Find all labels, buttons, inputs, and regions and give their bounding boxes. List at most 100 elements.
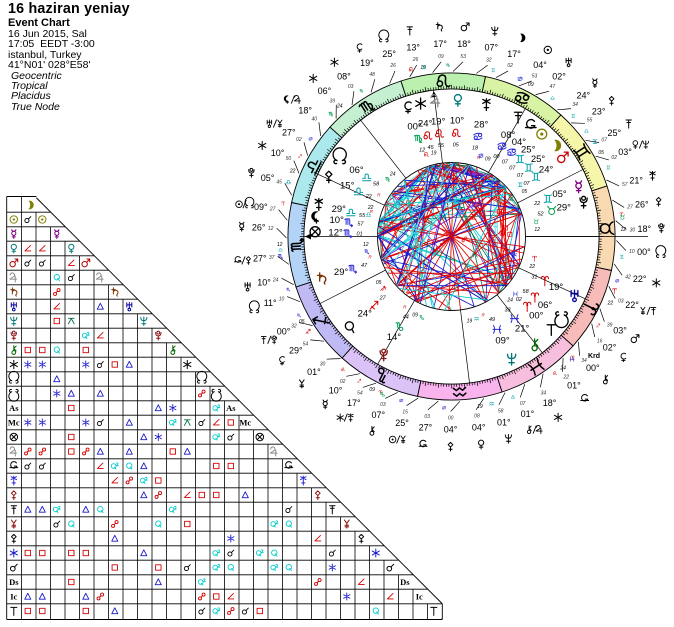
svg-text:29°: 29° bbox=[289, 346, 303, 356]
svg-text:17°: 17° bbox=[507, 49, 521, 59]
svg-text:02: 02 bbox=[611, 155, 617, 161]
svg-text:08°: 08° bbox=[337, 71, 351, 81]
svg-text:10: 10 bbox=[629, 249, 635, 255]
svg-text:Mc: Mc bbox=[8, 418, 20, 428]
svg-text:25°: 25° bbox=[607, 128, 621, 138]
svg-text:15: 15 bbox=[402, 409, 408, 415]
svg-text:24: 24 bbox=[272, 278, 279, 284]
svg-text:19: 19 bbox=[477, 404, 483, 410]
svg-text:00: 00 bbox=[448, 416, 454, 422]
svg-text:23°: 23° bbox=[592, 107, 606, 117]
svg-text:05: 05 bbox=[299, 319, 305, 325]
svg-text:45: 45 bbox=[276, 180, 282, 186]
svg-text:19°: 19° bbox=[360, 58, 374, 68]
svg-text:09: 09 bbox=[412, 312, 418, 318]
svg-text:24°: 24° bbox=[358, 309, 373, 320]
svg-text:24°: 24° bbox=[539, 164, 554, 175]
svg-text:53: 53 bbox=[460, 54, 466, 60]
svg-text:00°: 00° bbox=[586, 363, 600, 373]
svg-text:R: R bbox=[368, 255, 372, 260]
svg-text:27°: 27° bbox=[282, 128, 296, 138]
svg-text:26: 26 bbox=[412, 57, 419, 63]
svg-text:57: 57 bbox=[622, 182, 628, 188]
svg-text:10°: 10° bbox=[329, 386, 343, 396]
svg-text:18°: 18° bbox=[298, 106, 312, 116]
svg-text:12: 12 bbox=[534, 227, 540, 233]
svg-text:37: 37 bbox=[269, 255, 275, 261]
svg-text:22: 22 bbox=[289, 169, 296, 175]
svg-text:As: As bbox=[226, 403, 236, 413]
svg-text:R: R bbox=[377, 193, 381, 198]
svg-text:04°: 04° bbox=[533, 60, 547, 70]
svg-text:02°: 02° bbox=[603, 342, 617, 352]
svg-text:12: 12 bbox=[268, 226, 274, 232]
svg-text:02°: 02° bbox=[552, 71, 566, 81]
svg-text:01: 01 bbox=[357, 231, 363, 237]
svg-text:55: 55 bbox=[438, 143, 445, 149]
svg-text:27: 27 bbox=[626, 205, 633, 211]
svg-text:34: 34 bbox=[541, 390, 547, 396]
svg-text:22: 22 bbox=[563, 374, 570, 380]
svg-text:19: 19 bbox=[467, 319, 473, 325]
svg-text:03: 03 bbox=[424, 414, 430, 420]
svg-text:08°: 08° bbox=[501, 130, 516, 141]
svg-text:12: 12 bbox=[277, 242, 283, 248]
svg-text:30: 30 bbox=[320, 361, 326, 367]
svg-text:03: 03 bbox=[380, 402, 386, 408]
svg-text:05: 05 bbox=[598, 150, 604, 156]
svg-text:01°: 01° bbox=[567, 381, 581, 391]
svg-text:19: 19 bbox=[431, 150, 437, 156]
svg-text:12: 12 bbox=[419, 147, 425, 153]
svg-text:42: 42 bbox=[625, 275, 631, 281]
svg-text:54: 54 bbox=[303, 341, 309, 347]
svg-text:01°: 01° bbox=[307, 367, 321, 377]
svg-text:05: 05 bbox=[522, 189, 528, 195]
svg-text:18: 18 bbox=[472, 146, 479, 152]
svg-text:04°: 04° bbox=[512, 137, 527, 148]
svg-text:21°: 21° bbox=[629, 176, 643, 186]
svg-text:13°: 13° bbox=[406, 42, 420, 52]
svg-text:19°: 19° bbox=[431, 116, 446, 127]
svg-text:Krd: Krd bbox=[588, 353, 600, 360]
svg-text:26°: 26° bbox=[635, 200, 649, 210]
svg-text:58: 58 bbox=[523, 289, 530, 295]
svg-text:24: 24 bbox=[506, 297, 513, 303]
svg-text:16: 16 bbox=[597, 338, 603, 344]
svg-text:01°: 01° bbox=[497, 417, 511, 427]
svg-text:58: 58 bbox=[373, 182, 380, 188]
svg-text:10°: 10° bbox=[257, 278, 271, 288]
svg-text:07°: 07° bbox=[484, 43, 498, 53]
svg-text:05: 05 bbox=[376, 280, 382, 286]
svg-text:10°: 10° bbox=[450, 116, 465, 127]
svg-text:07: 07 bbox=[520, 401, 526, 407]
svg-text:50: 50 bbox=[286, 156, 292, 162]
svg-text:09°: 09° bbox=[254, 202, 268, 212]
svg-text:12: 12 bbox=[363, 242, 369, 248]
svg-text:02: 02 bbox=[296, 137, 302, 143]
svg-text:29°: 29° bbox=[557, 202, 572, 213]
svg-text:27: 27 bbox=[269, 207, 276, 213]
svg-text:Ic: Ic bbox=[10, 592, 17, 602]
svg-text:26: 26 bbox=[389, 63, 396, 69]
svg-text:30: 30 bbox=[630, 227, 636, 233]
svg-text:39: 39 bbox=[330, 98, 336, 104]
svg-text:17°: 17° bbox=[433, 39, 447, 49]
svg-text:32: 32 bbox=[291, 324, 297, 330]
svg-text:15°: 15° bbox=[340, 181, 355, 192]
svg-text:54: 54 bbox=[357, 391, 363, 397]
svg-text:24°: 24° bbox=[418, 119, 433, 130]
svg-text:22: 22 bbox=[533, 201, 540, 207]
svg-text:Ds: Ds bbox=[400, 577, 410, 587]
svg-text:08: 08 bbox=[474, 414, 480, 420]
svg-text:14°: 14° bbox=[387, 332, 402, 343]
svg-text:07: 07 bbox=[502, 160, 509, 166]
svg-text:24°: 24° bbox=[576, 91, 590, 101]
svg-text:39: 39 bbox=[607, 323, 613, 329]
svg-text:11°: 11° bbox=[264, 298, 277, 308]
svg-text:05°: 05° bbox=[261, 173, 275, 183]
svg-text:55: 55 bbox=[587, 117, 593, 123]
svg-text:24: 24 bbox=[389, 172, 396, 178]
svg-text:09: 09 bbox=[485, 157, 491, 163]
svg-text:01°: 01° bbox=[521, 409, 535, 419]
svg-text:52: 52 bbox=[537, 211, 543, 217]
